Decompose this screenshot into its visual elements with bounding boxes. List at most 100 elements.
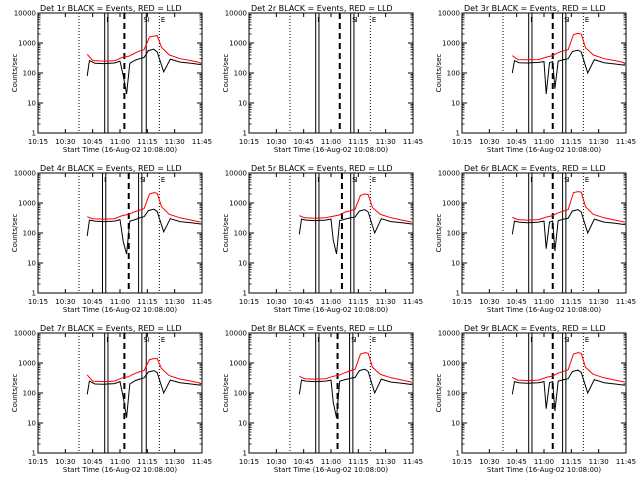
x-tick-label: 11:30 — [165, 298, 185, 306]
x-axis-label: Start Time (16-Aug-02 10:08:00) — [63, 466, 177, 474]
marker-label: I — [567, 336, 569, 344]
x-tick-label: 10:15 — [452, 458, 472, 466]
y-tick-label: 10 — [238, 260, 247, 268]
x-tick-label: 10:15 — [239, 298, 259, 306]
x-axis-label: Start Time (16-Aug-02 10:08:00) — [487, 466, 601, 474]
marker-label: I — [104, 176, 106, 184]
panel-3: Det 3r BLACK = Events, RED = LLD 1 10 100 10… — [435, 4, 636, 154]
x-tick-label: 11:30 — [376, 298, 396, 306]
marker-label: I — [567, 16, 569, 24]
panel-title: Det 8r BLACK = Events, RED = LLD — [251, 324, 393, 333]
lld-series-line — [512, 32, 626, 64]
y-tick-label: 10 — [27, 260, 36, 268]
y-tick-label: 10000 — [438, 10, 460, 18]
panel-4: Det 4r BLACK = Events, RED = LLD 1 10 100 10… — [11, 164, 212, 314]
y-tick-label: 100 — [447, 70, 460, 78]
x-axis-label: Start Time (16-Aug-02 10:08:00) — [487, 306, 601, 314]
y-tick-label: 1000 — [229, 200, 247, 208]
events-series-line — [86, 48, 201, 95]
marker-label: I — [317, 336, 319, 344]
panel-8: Det 8r BLACK = Events, RED = LLD 1 10 100 10… — [222, 324, 423, 474]
x-tick-label: 11:30 — [376, 458, 396, 466]
y-tick-label: 100 — [234, 70, 247, 78]
x-tick-label: 10:30 — [266, 138, 286, 146]
panel-5: Det 5r BLACK = Events, RED = LLD 1 10 100 10… — [222, 164, 423, 314]
x-tick-label: 11:45 — [616, 298, 636, 306]
marker-label: S — [564, 176, 569, 184]
x-tick-label: 11:30 — [165, 458, 185, 466]
y-tick-label: 1 — [32, 290, 36, 298]
y-tick-label: 100 — [234, 230, 247, 238]
lld-series-line — [299, 352, 412, 383]
x-tick-label: 11:00 — [110, 298, 130, 306]
y-tick-label: 1000 — [18, 40, 36, 48]
x-tick-label: 11:15 — [561, 298, 581, 306]
x-tick-label: 10:15 — [239, 458, 259, 466]
x-tick-label: 11:00 — [321, 298, 341, 306]
x-tick-label: 11:00 — [534, 458, 554, 466]
marker-label: E — [161, 336, 165, 344]
x-tick-label: 10:15 — [28, 298, 48, 306]
x-tick-label: 11:30 — [589, 298, 609, 306]
y-tick-label: 1 — [243, 290, 247, 298]
panel-title: Det 6r BLACK = Events, RED = LLD — [464, 164, 606, 173]
y-axis-label: Counts/sec — [222, 374, 230, 413]
marker-label: S — [564, 336, 569, 344]
marker-label: I — [355, 16, 357, 24]
marker-label: E — [372, 176, 376, 184]
x-tick-label: 11:00 — [534, 138, 554, 146]
marker-label: I — [106, 336, 108, 344]
marker-label: E — [585, 336, 589, 344]
y-axis-label: Counts/sec — [222, 54, 230, 93]
events-series-line — [511, 209, 625, 252]
y-tick-label: 100 — [447, 230, 460, 238]
x-tick-label: 11:45 — [192, 298, 212, 306]
lld-series-line — [299, 193, 412, 223]
x-tick-label: 10:45 — [507, 458, 527, 466]
marker-label: I — [317, 16, 319, 24]
lld-series-line — [87, 192, 201, 223]
marker-label: E — [161, 176, 165, 184]
y-tick-label: 1 — [32, 450, 36, 458]
events-series-line — [298, 209, 412, 255]
y-tick-label: 10000 — [225, 10, 247, 18]
x-tick-label: 11:30 — [376, 138, 396, 146]
x-tick-label: 11:15 — [137, 458, 157, 466]
y-tick-label: 10 — [27, 420, 36, 428]
marker-label: E — [161, 16, 165, 24]
x-axis-label: Start Time (16-Aug-02 10:08:00) — [63, 306, 177, 314]
x-tick-label: 10:30 — [55, 138, 75, 146]
y-tick-label: 1000 — [18, 360, 36, 368]
panel-title: Det 2r BLACK = Events, RED = LLD — [251, 4, 393, 13]
marker-label: I — [355, 176, 357, 184]
x-tick-label: 11:00 — [321, 458, 341, 466]
x-tick-label: 11:15 — [348, 298, 368, 306]
y-tick-label: 1 — [32, 130, 36, 138]
events-series-line — [511, 369, 625, 412]
x-axis-label: Start Time (16-Aug-02 10:08:00) — [274, 306, 388, 314]
y-tick-label: 100 — [23, 230, 36, 238]
x-tick-label: 11:00 — [321, 138, 341, 146]
y-tick-label: 10 — [451, 100, 460, 108]
x-axis-label: Start Time (16-Aug-02 10:08:00) — [63, 146, 177, 154]
y-axis-label: Counts/sec — [222, 214, 230, 253]
marker-label: I — [567, 176, 569, 184]
x-tick-label: 10:30 — [55, 298, 75, 306]
marker-label: I — [530, 16, 532, 24]
events-series-line — [86, 370, 201, 418]
x-tick-label: 10:45 — [507, 298, 527, 306]
x-tick-label: 10:30 — [479, 458, 499, 466]
y-tick-label: 1000 — [18, 200, 36, 208]
marker-label: I — [530, 336, 532, 344]
y-axis-label: Counts/sec — [11, 374, 19, 413]
lld-series-line — [86, 35, 202, 64]
marker-label: I — [317, 176, 319, 184]
panel-1: Det 1r BLACK = Events, RED = LLD 1 10 100 10… — [11, 4, 212, 154]
panel-9: Det 9r BLACK = Events, RED = LLD 1 10 100 10… — [435, 324, 636, 474]
x-tick-label: 11:45 — [403, 138, 423, 146]
x-tick-label: 11:15 — [561, 138, 581, 146]
panel-title: Det 9r BLACK = Events, RED = LLD — [464, 324, 606, 333]
x-tick-label: 11:15 — [348, 138, 368, 146]
marker-label: E — [585, 16, 589, 24]
